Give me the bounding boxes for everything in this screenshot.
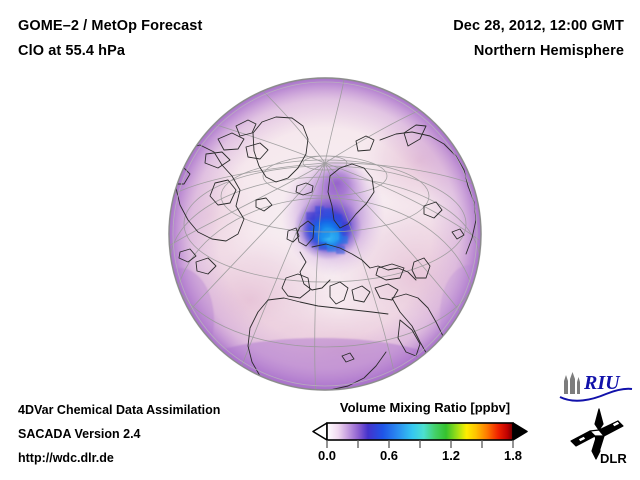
- colorbar-low-extend-cap: [312, 422, 328, 441]
- header-hemisphere: Northern Hemisphere: [473, 43, 624, 59]
- header-right: Dec 28, 2012, 12:00 GMT Northern Hemisph…: [453, 14, 624, 64]
- colorbar-title: Volume Mixing Ratio [ppbv]: [339, 400, 511, 415]
- logo-group: RIU DLR: [552, 368, 636, 468]
- globe-limb: [168, 77, 482, 391]
- colorbar-tick-label: 0.6: [379, 448, 399, 463]
- header-left: GOME–2 / MetOp Forecast ClO at 55.4 hPa: [18, 14, 202, 64]
- header-title-instrument: GOME–2 / MetOp Forecast: [18, 18, 203, 34]
- globe-inner-limb: [172, 81, 478, 387]
- dlr-mark-icon: [570, 408, 624, 460]
- colorbar-tick-label: 0.0: [317, 448, 337, 463]
- globe-panel: [168, 77, 482, 391]
- colorbar-tick-labels: 0.0 0.6 1.2 1.8: [300, 448, 550, 468]
- riu-logo: RIU: [559, 372, 633, 402]
- riu-wordmark: RIU: [583, 372, 621, 394]
- riu-swoosh-icon: [559, 387, 633, 402]
- footer-version: SACADA Version 2.4: [18, 427, 141, 441]
- dlr-wordmark: DLR: [600, 451, 627, 466]
- colorbar-high-extend-cap: [512, 422, 528, 441]
- colorbar-tick-label: 1.8: [503, 448, 523, 463]
- coastlines: [169, 111, 477, 390]
- globe-disc: [169, 78, 481, 390]
- footer-method: 4DVar Chemical Data Assimilation: [18, 403, 221, 417]
- riu-spire-icon: [564, 372, 580, 394]
- dlr-logo: DLR: [570, 408, 627, 466]
- header-title-species-level: ClO at 55.4 hPa: [18, 43, 126, 59]
- header-timestamp: Dec 28, 2012, 12:00 GMT: [453, 18, 624, 34]
- colorbar-gradient: [326, 422, 514, 441]
- colorbar: Volume Mixing Ratio [ppbv] 0.0 0.6 1.2 1.8: [300, 400, 550, 468]
- footer-url: http://wdc.dlr.de: [18, 451, 114, 465]
- colorbar-tick-label: 1.2: [441, 448, 461, 463]
- colorbar-svg: [312, 422, 528, 448]
- globe-svg: [168, 77, 482, 391]
- footer-credits: 4DVar Chemical Data Assimilation SACADA …: [18, 398, 220, 470]
- field-southwest-band: [169, 268, 214, 372]
- colorbar-ticks: [326, 440, 514, 448]
